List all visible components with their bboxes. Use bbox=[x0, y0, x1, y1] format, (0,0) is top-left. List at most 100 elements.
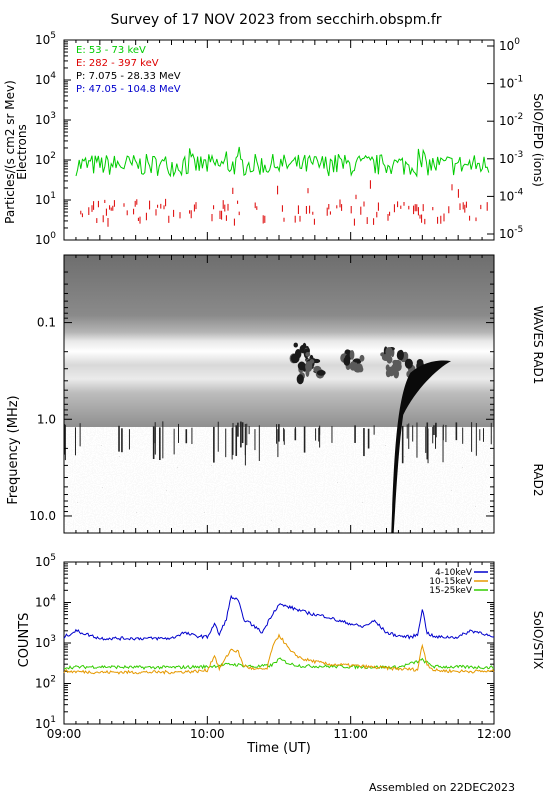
epd-x-axis bbox=[63, 40, 495, 240]
stix-y-tick-label-base: 10 bbox=[35, 596, 50, 610]
epd-plot-frame bbox=[63, 39, 495, 241]
epd-y2-tick-label-base: 10 bbox=[499, 189, 514, 203]
epd-y-tick-label: 105 bbox=[35, 31, 56, 47]
epd-y-tick-label-base: 10 bbox=[35, 233, 50, 247]
epd-series-e53-73 bbox=[75, 146, 490, 178]
waves-y-tick-label: 1.0 bbox=[37, 412, 56, 426]
rad1-emission-patch bbox=[396, 350, 404, 361]
waves-y-axis: 0.1 1.0 10.0 bbox=[29, 254, 494, 523]
stix-legend-label: 10-15keV bbox=[429, 577, 473, 587]
stix-x-tick-label: 09:00 bbox=[47, 727, 82, 741]
chart-title: Survey of 17 NOV 2023 from secchirh.obsp… bbox=[110, 12, 441, 28]
rad1-emission-patch bbox=[385, 364, 390, 372]
epd-y-tick-label: 102 bbox=[35, 151, 56, 167]
epd-y-tick-label: 101 bbox=[35, 191, 56, 207]
waves-rad2-label: RAD2 bbox=[531, 464, 545, 497]
rad1-emission-patch bbox=[385, 357, 390, 362]
epd-series-e282-397 bbox=[80, 180, 488, 227]
waves-panel: 0.1 1.0 10.0 Frequency (MHz) WAVES RAD1 RA… bbox=[6, 254, 545, 534]
epd-y2-tick-label: 100 bbox=[499, 37, 520, 53]
stix-ylabel: COUNTS bbox=[17, 613, 32, 668]
epd-y2-tick-label-exp: -2 bbox=[514, 112, 523, 122]
epd-legend-item: E: 53 - 73 keV bbox=[76, 45, 146, 56]
epd-legend: E: 53 - 73 keV E: 282 - 397 keV P: 7.075 -… bbox=[76, 45, 181, 95]
rad1-emission-patch bbox=[404, 358, 413, 369]
stix-y-tick-label-base: 10 bbox=[35, 636, 50, 650]
epd-y2-tick-label-exp: -1 bbox=[514, 75, 523, 85]
waves-rad1-label: WAVES RAD1 bbox=[531, 306, 545, 385]
stix-xlabel: Time (UT) bbox=[246, 741, 311, 756]
epd-y2-tick-label-exp: -3 bbox=[514, 150, 523, 160]
rad1-emission-patch bbox=[349, 349, 355, 360]
stix-x-axis: 09:00 10:00 11:00 12:00 bbox=[47, 562, 512, 741]
epd-y2-tick-label-exp: -4 bbox=[514, 187, 523, 197]
epd-y-tick-label: 103 bbox=[35, 111, 56, 127]
stix-y-tick-label-exp: 1 bbox=[50, 715, 56, 725]
epd-y-tick-label-base: 10 bbox=[35, 73, 50, 87]
rad1-emission-patch bbox=[392, 359, 399, 365]
epd-legend-item: P: 7.075 - 28.33 MeV bbox=[76, 71, 181, 82]
rad1-emission-patch bbox=[349, 361, 357, 371]
epd-y-tick-label-base: 10 bbox=[35, 113, 50, 127]
stix-series-line bbox=[63, 633, 495, 675]
stix-legend-label: 15-25keV bbox=[429, 586, 473, 596]
epd-series-group bbox=[75, 146, 490, 227]
stix-y-tick-label-exp: 5 bbox=[50, 553, 56, 563]
stix-y-tick-label: 105 bbox=[35, 553, 56, 569]
rad1-emission-patch bbox=[293, 342, 298, 348]
stix-y-tick-label-exp: 2 bbox=[50, 675, 56, 685]
rad2-background bbox=[64, 427, 494, 533]
stix-x-tick-label: 12:00 bbox=[477, 727, 512, 741]
type-iii-radio-burst bbox=[391, 360, 451, 533]
stix-y-tick-label-exp: 4 bbox=[50, 594, 56, 604]
footer-assembled: Assembled on 22DEC2023 bbox=[369, 781, 515, 794]
rad1-background bbox=[64, 255, 494, 427]
stix-y-tick-label: 101 bbox=[35, 715, 56, 731]
rad1-emission-patch bbox=[385, 369, 391, 378]
stix-y-tick-label-exp: 3 bbox=[50, 634, 56, 644]
waves-features bbox=[64, 342, 492, 533]
epd-y2-tick-label-base: 10 bbox=[499, 227, 514, 241]
epd-y-tick-label-exp: 0 bbox=[50, 231, 56, 241]
stix-legend-label: 4-10keV bbox=[435, 568, 473, 578]
epd-y-tick-label-exp: 3 bbox=[50, 111, 56, 121]
rad1-emission-patch bbox=[305, 352, 311, 357]
stix-series-line bbox=[63, 657, 495, 670]
epd-y2-tick-label: 10-2 bbox=[499, 112, 523, 128]
epd-ylabel-right: SolO/EPD (ions) bbox=[531, 93, 545, 187]
epd-y-tick-label: 100 bbox=[35, 231, 56, 247]
epd-ylabel-electrons: Electrons bbox=[15, 124, 29, 179]
stix-y-tick-label-base: 10 bbox=[35, 555, 50, 569]
rad1-emission-patch bbox=[290, 353, 300, 364]
epd-y2-tick-label-base: 10 bbox=[499, 77, 514, 91]
epd-y2-tick-label-exp: 0 bbox=[514, 37, 520, 47]
rad1-emission-patch bbox=[305, 361, 313, 373]
epd-y2-tick-label-base: 10 bbox=[499, 152, 514, 166]
epd-y2-tick-label: 10-3 bbox=[499, 150, 523, 166]
epd-y2-tick-label: 10-5 bbox=[499, 225, 523, 241]
epd-legend-item: P: 47.05 - 104.8 MeV bbox=[76, 84, 181, 95]
rad1-emission-patch bbox=[359, 354, 365, 362]
stix-x-tick-label: 11:00 bbox=[333, 727, 368, 741]
rad1-emission-patch bbox=[343, 356, 351, 366]
waves-x-axis bbox=[63, 255, 495, 533]
rad1-emission-patch bbox=[391, 363, 400, 373]
epd-y2-tick-label: 10-1 bbox=[499, 75, 523, 91]
stix-y-tick-label: 104 bbox=[35, 594, 56, 610]
rad1-emission-patch bbox=[316, 370, 326, 376]
rad1-emission-patch bbox=[312, 358, 321, 364]
waves-y-tick-label: 0.1 bbox=[37, 316, 56, 330]
epd-y-tick-label: 104 bbox=[35, 71, 56, 87]
epd-legend-item: E: 282 - 397 keV bbox=[76, 58, 159, 69]
epd-y-tick-label-exp: 5 bbox=[50, 31, 56, 41]
rad1-emission-patch bbox=[296, 374, 304, 385]
epd-y-tick-label-exp: 2 bbox=[50, 151, 56, 161]
epd-y2-tick-label: 10-4 bbox=[499, 187, 524, 203]
epd-y2-tick-label-exp: -5 bbox=[514, 225, 523, 235]
stix-y-tick-label: 103 bbox=[35, 634, 56, 650]
